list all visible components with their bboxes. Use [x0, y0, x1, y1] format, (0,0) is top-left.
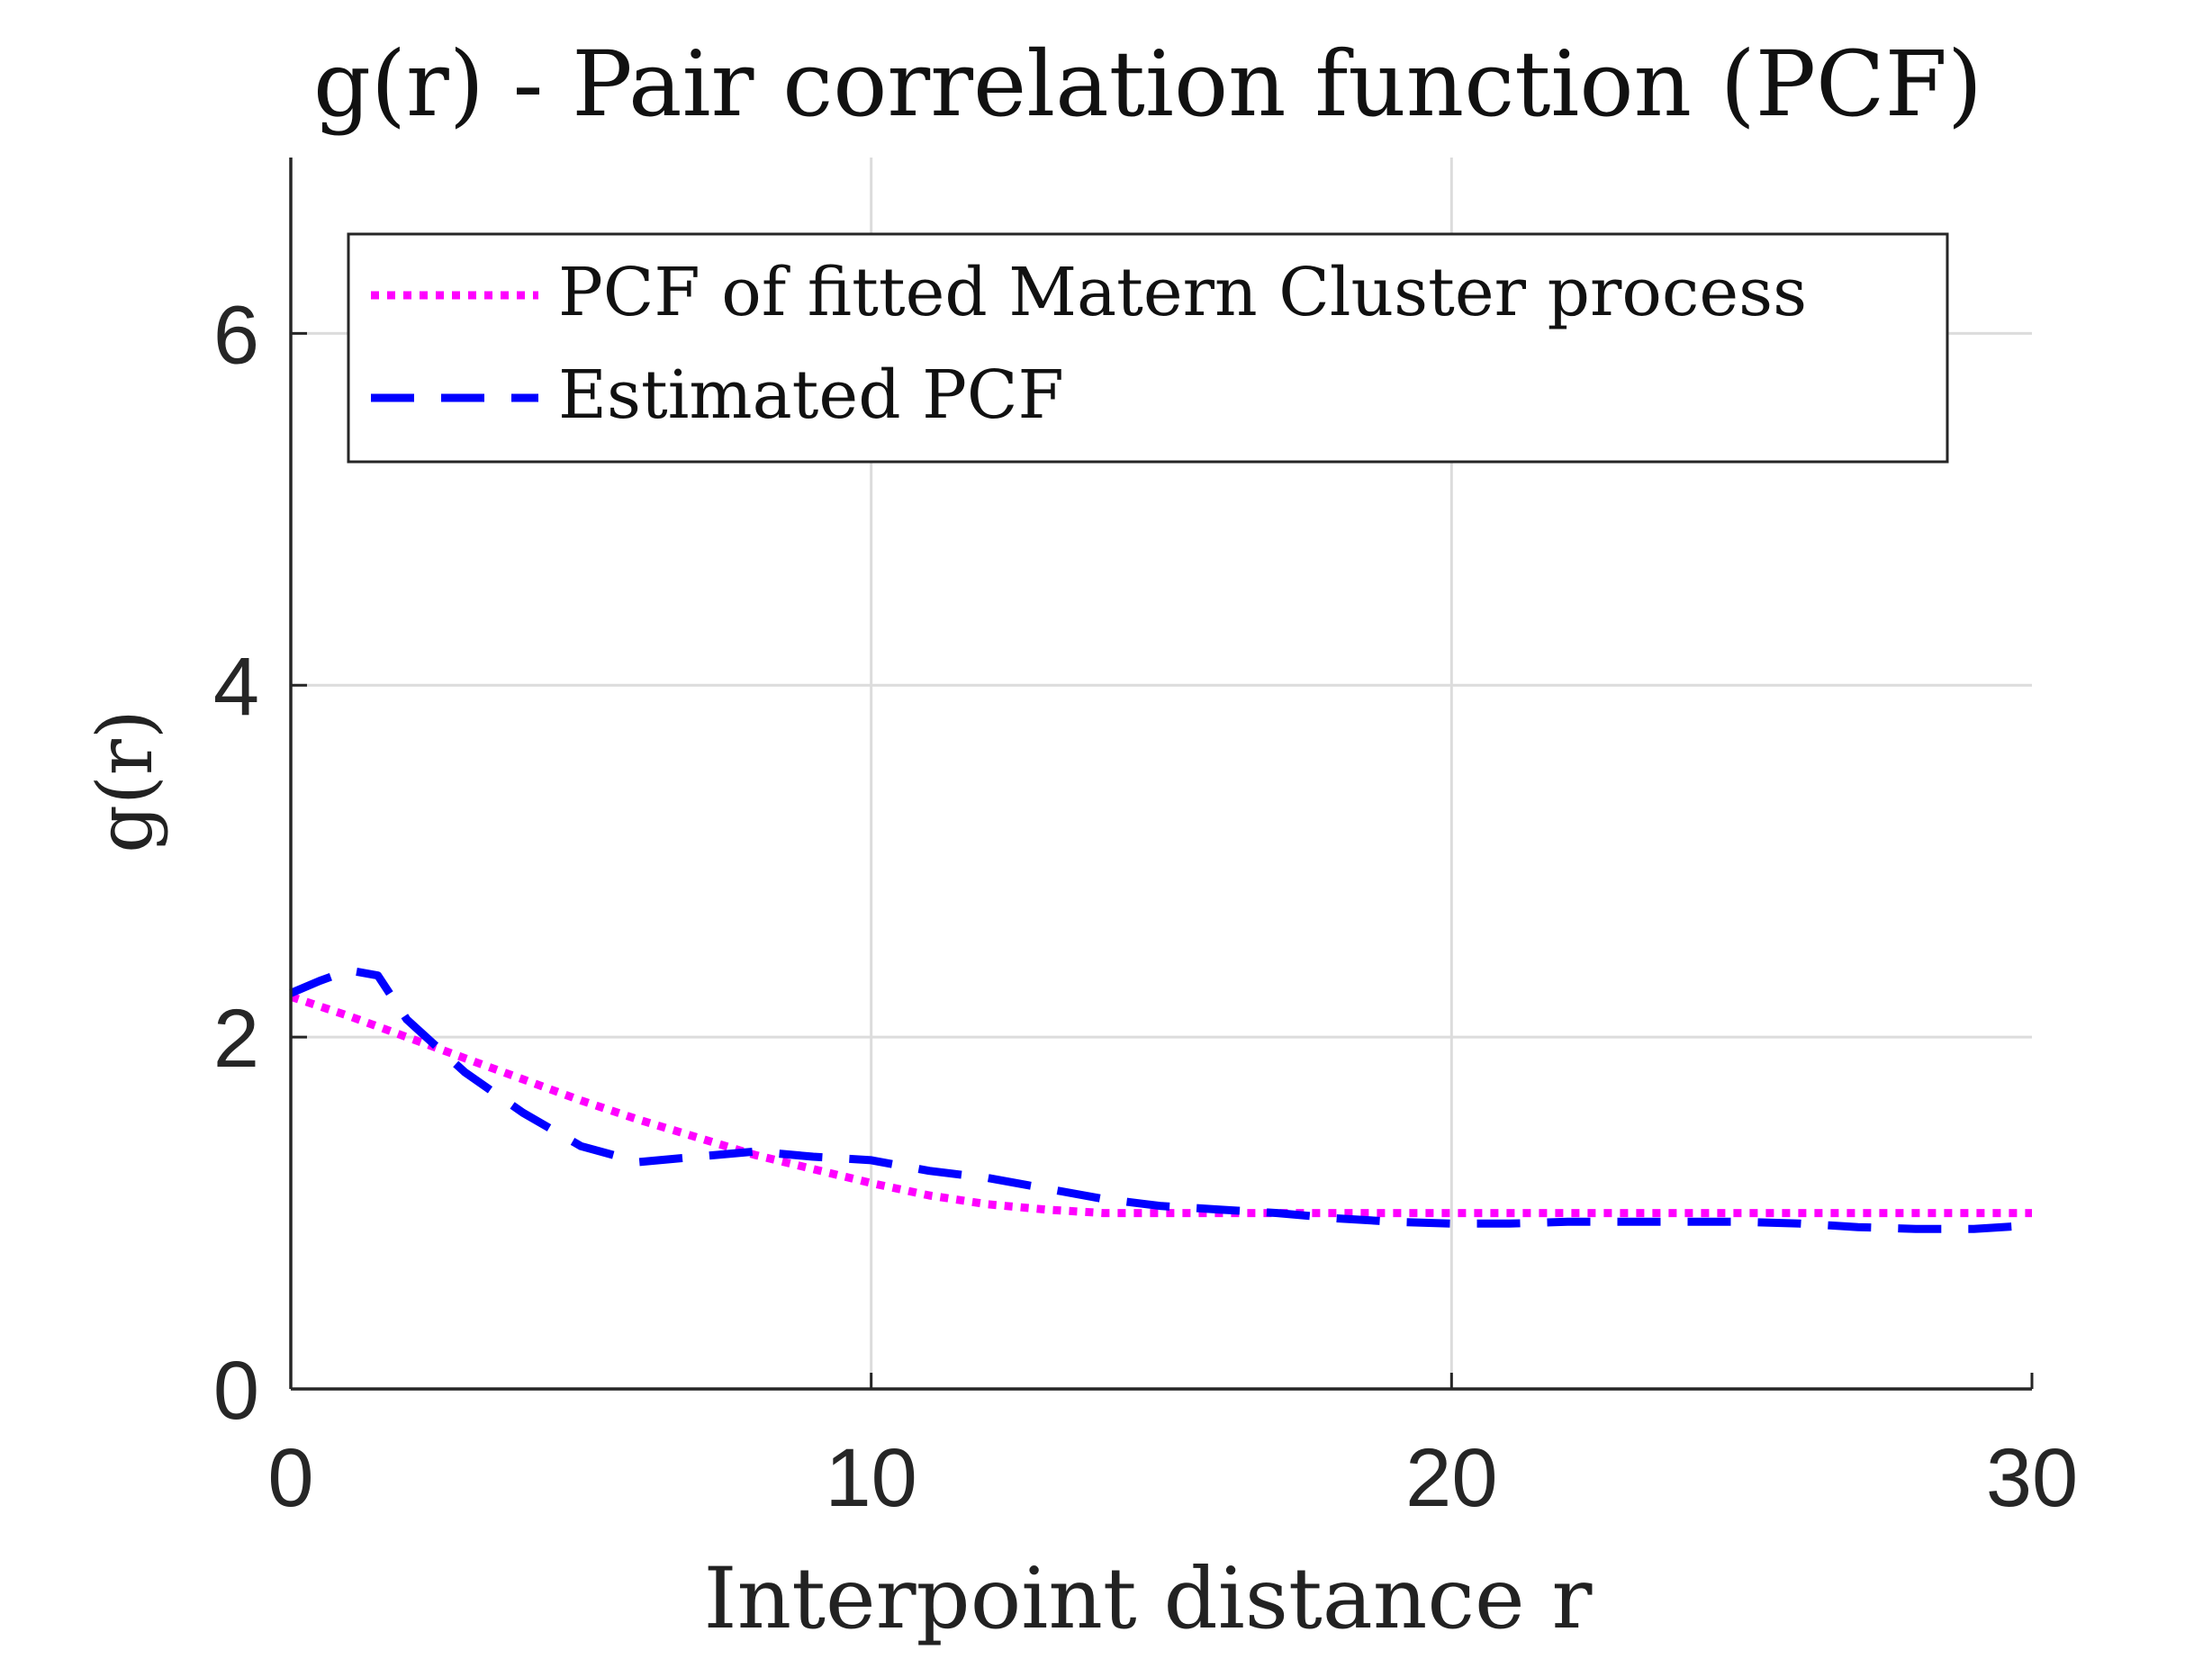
y-axis-label: g(r) — [81, 709, 169, 852]
legend-label-estimated: Estimated PCF — [558, 356, 1064, 434]
legend-label-matern: PCF of fitted Matern Cluster process — [558, 254, 1807, 331]
legend-box — [347, 232, 1949, 464]
y-tick-label-1: 2 — [213, 993, 259, 1085]
axes — [289, 158, 2034, 1391]
legend: PCF of fitted Matern Cluster process Est… — [347, 232, 1949, 464]
y-tick-label-2: 4 — [213, 641, 259, 733]
y-tick-label-3: 6 — [213, 289, 259, 381]
series-lines — [289, 966, 2033, 1233]
x-tick-label-1: 10 — [825, 1432, 916, 1524]
y-tick-label-0: 0 — [213, 1345, 259, 1437]
x-axis-label: Interpoint distance r — [704, 1550, 1593, 1648]
x-tick-label-2: 20 — [1405, 1432, 1497, 1524]
tick-labels: 0 10 20 30 0 2 4 6 — [213, 289, 2078, 1524]
series-line-0 — [289, 992, 2032, 1218]
series-line-1 — [289, 966, 2033, 1233]
x-tick-label-0: 0 — [267, 1432, 313, 1524]
x-tick-label-3: 30 — [1986, 1432, 2078, 1524]
chart-title: g(r) - Pair correlation function (PCF) — [313, 32, 1982, 137]
